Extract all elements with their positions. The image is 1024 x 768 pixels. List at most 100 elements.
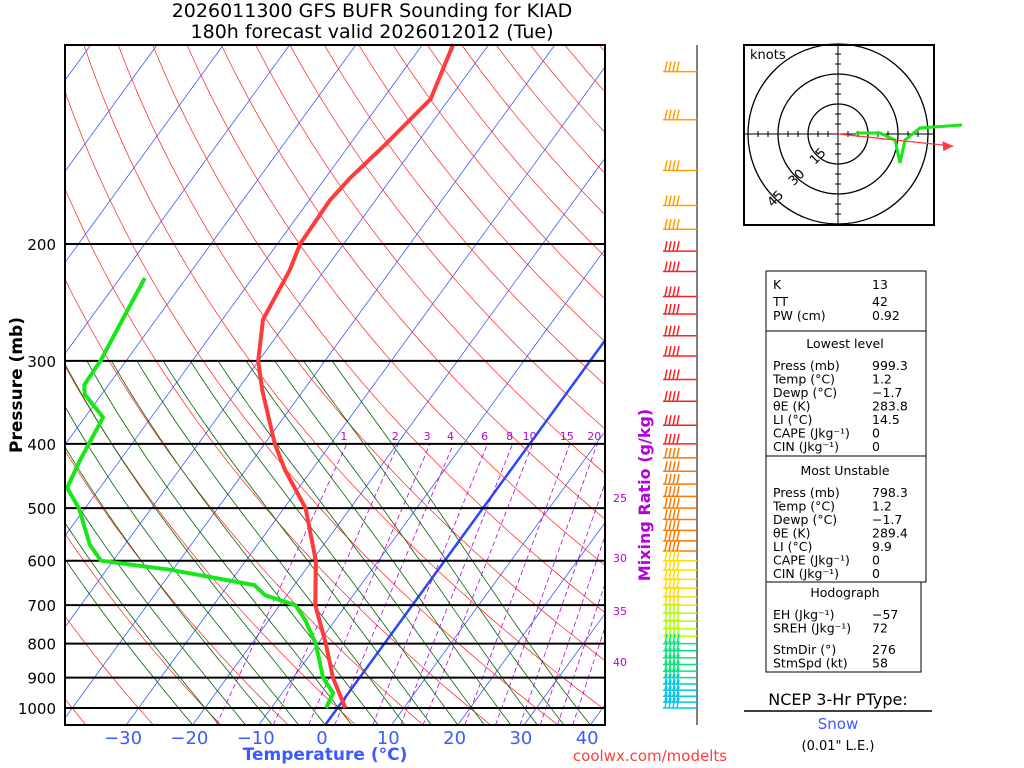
barb-feather — [668, 667, 672, 678]
barb-feather — [664, 509, 668, 520]
barb-feather — [668, 560, 672, 571]
wind-barb — [663, 686, 697, 697]
barb-feather — [668, 509, 672, 520]
wind-barb — [663, 550, 697, 562]
barb-feather — [664, 586, 668, 597]
barb-feather — [668, 195, 672, 206]
wind-barb — [663, 569, 697, 581]
barb-feather — [664, 61, 668, 72]
barb-feather — [664, 673, 668, 685]
barb-feather — [672, 261, 676, 272]
mixing-ratio-label: 40 — [613, 656, 627, 669]
wind-barb — [663, 626, 697, 638]
barb-feather — [664, 540, 668, 552]
barb-feather — [676, 586, 680, 597]
barb-feather — [676, 261, 680, 272]
mixing-ratio-label: 20 — [587, 430, 601, 443]
dry-adiabat — [83, 45, 605, 711]
wind-barb — [663, 520, 697, 532]
barb-feather — [668, 633, 672, 644]
wind-barb — [663, 433, 697, 445]
barb-feather — [664, 195, 668, 206]
barb-feather — [664, 680, 668, 691]
barb-feather — [672, 61, 676, 72]
barb-feather — [664, 660, 668, 672]
wind-barbs — [663, 45, 698, 725]
barb-feather — [664, 520, 668, 531]
barb-feather — [664, 595, 668, 606]
temperature-line — [256, 43, 456, 709]
barb-feather — [672, 626, 676, 637]
wind-barb — [663, 603, 697, 615]
barb-feather — [668, 654, 672, 665]
barb-feather — [672, 633, 676, 644]
stat-label: SREH (Jkg⁻¹) — [773, 621, 851, 636]
dry-adiabat — [152, 45, 605, 614]
moist-adiabat — [65, 363, 326, 725]
wind-barb — [663, 219, 697, 230]
barb-feather — [676, 520, 680, 531]
barb-feather — [676, 673, 680, 685]
barb-feather — [668, 578, 672, 589]
barb-feather — [676, 61, 680, 72]
stat-value: 58 — [872, 656, 888, 671]
y-tick-label: 400 — [27, 436, 56, 454]
chart-title: 2026011300 GFS BUFR Sounding for KIAD — [172, 0, 573, 22]
stat-label: Press (mb) — [773, 485, 840, 500]
barb-feather — [676, 433, 680, 444]
x-tick-label: 20 — [443, 728, 466, 749]
barb-feather — [668, 550, 672, 561]
stat-label: PW (cm) — [773, 308, 826, 323]
mixing-ratio-line — [372, 443, 488, 725]
barb-feather — [664, 325, 668, 336]
dry-adiabat — [358, 45, 605, 343]
barb-feather — [668, 697, 672, 709]
stat-value: −1.7 — [872, 512, 902, 527]
x-tick-label: −30 — [104, 728, 142, 749]
stat-section-title: Hodograph — [810, 585, 879, 600]
ptype-note: (0.01" L.E.) — [802, 739, 875, 754]
y-tick-label: 700 — [27, 597, 56, 615]
y-tick-label: 800 — [27, 636, 56, 654]
barb-feather — [672, 673, 676, 685]
barb-feather — [676, 415, 680, 426]
stat-label: CIN (Jkg⁻¹) — [773, 566, 839, 581]
barb-feather — [676, 603, 680, 614]
wind-barb — [663, 540, 697, 552]
isotherm — [324, 338, 605, 725]
barb-feather — [664, 578, 668, 589]
moist-adiabat — [331, 360, 591, 725]
barb-feather — [668, 447, 672, 459]
barb-feather — [676, 692, 680, 703]
wind-barb — [663, 447, 697, 459]
moist-adiabat — [65, 484, 246, 725]
stat-value: 283.8 — [872, 399, 908, 414]
barb-feather — [664, 647, 668, 658]
credit-link[interactable]: coolwx.com/modelts — [573, 747, 727, 765]
moist-adiabat — [86, 360, 353, 725]
barb-feather — [672, 345, 676, 357]
isotherm — [391, 430, 605, 725]
mixing-ratio-label: 4 — [447, 430, 454, 443]
stat-section-title: Most Unstable — [800, 463, 889, 478]
mixing-ratio-label: 3 — [424, 430, 431, 443]
barb-feather — [676, 240, 680, 252]
x-tick-label: −20 — [170, 728, 208, 749]
barb-feather — [668, 640, 672, 651]
barb-feather — [668, 219, 672, 230]
storm-motion-arrowhead — [942, 141, 954, 152]
barb-feather — [676, 667, 680, 678]
dry-adiabat — [289, 45, 605, 430]
barb-feather — [664, 530, 668, 541]
barb-feather — [664, 461, 668, 472]
barb-feather — [672, 160, 676, 171]
stat-label: θE (K) — [773, 399, 810, 414]
moist-adiabat — [274, 360, 538, 725]
isotherm — [65, 45, 423, 537]
y-tick-label: 200 — [27, 236, 56, 254]
barb-feather — [672, 569, 676, 580]
stat-value: 0.92 — [872, 308, 900, 323]
x-tick-label: 10 — [377, 728, 400, 749]
barb-feather — [676, 486, 680, 497]
